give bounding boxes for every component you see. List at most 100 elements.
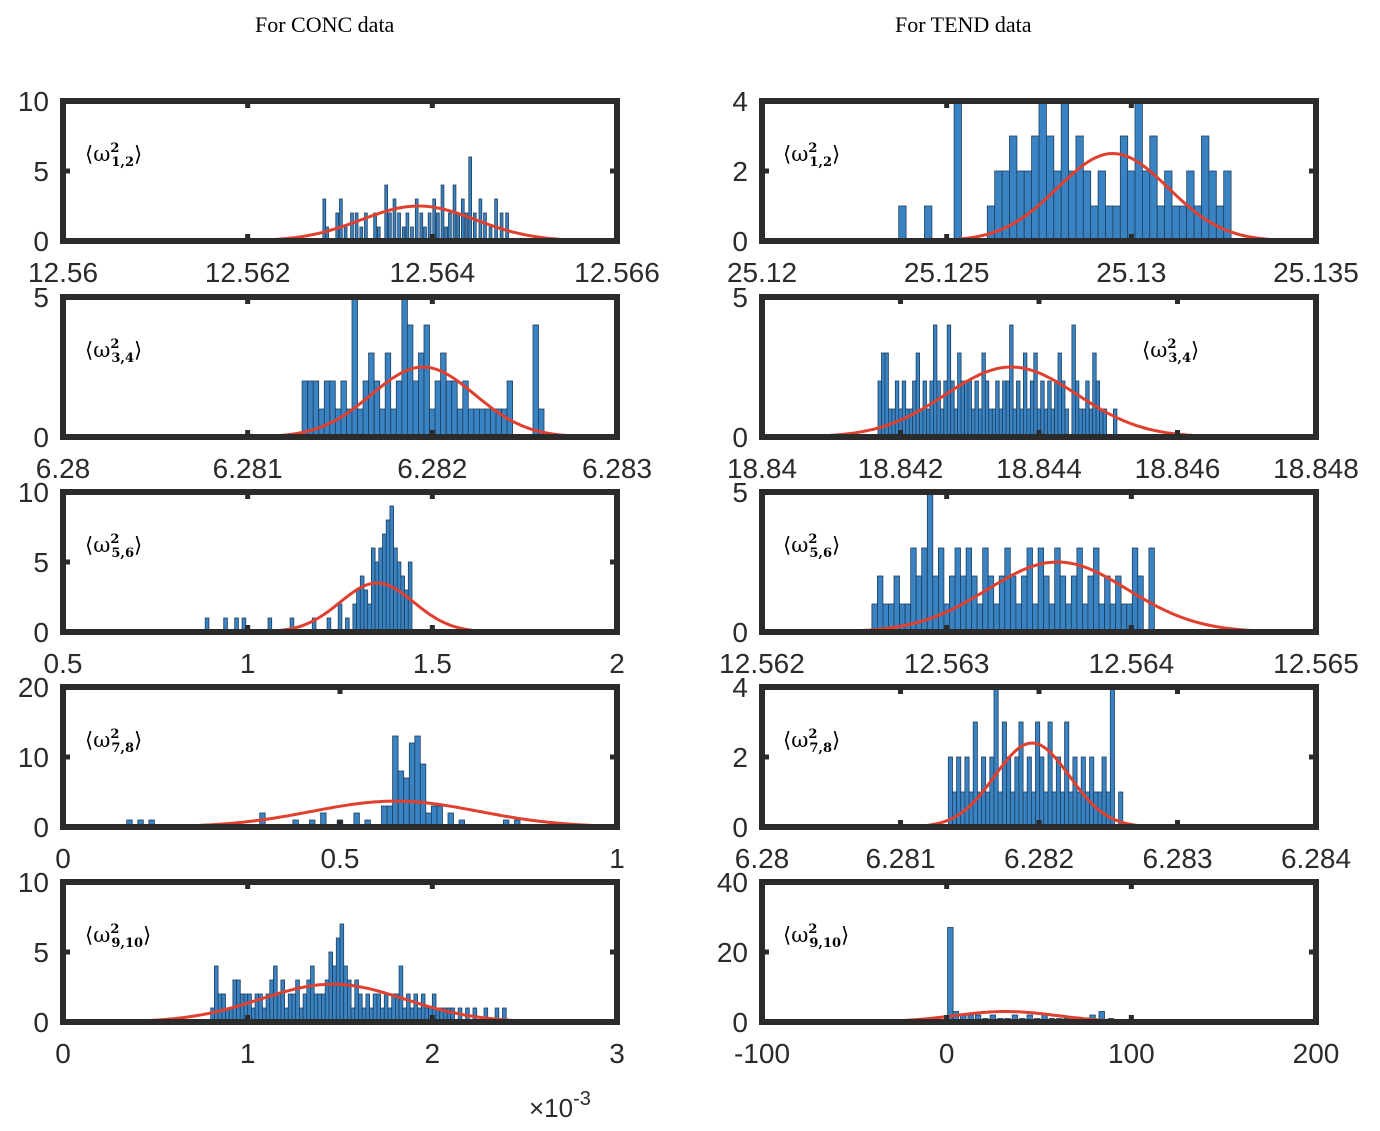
histogram-bar	[1005, 380, 1010, 438]
histogram-panel-1-2: 12.56 12.562 12.564 12.566 0 5 10 ⟨ω2 1,2⟩	[18, 86, 660, 288]
histogram-bar	[1026, 408, 1031, 438]
histogram-bar	[376, 993, 381, 1023]
x-tick-label: 12.565	[1273, 648, 1359, 679]
x-tick-label: 1	[240, 648, 256, 679]
x-tick-label: 1	[609, 843, 625, 874]
histogram-bar	[505, 212, 509, 242]
x-tick-label: 0	[939, 1038, 955, 1069]
histogram-bar	[280, 979, 285, 1023]
histogram-bar	[328, 951, 333, 1023]
histogram-bar	[351, 296, 358, 438]
panel-label: ⟨ω2 5,6⟩	[85, 532, 142, 561]
histogram-bar	[1075, 135, 1084, 242]
histogram-bar	[1119, 135, 1129, 242]
histogram-bar	[239, 993, 245, 1023]
x-tick-label: 6.28	[36, 453, 91, 484]
histogram-bar	[490, 408, 497, 438]
histogram-bar	[1131, 547, 1139, 633]
histogram-bar	[993, 686, 999, 828]
histogram-bar	[1137, 575, 1144, 633]
histogram-bar	[1089, 756, 1095, 828]
histogram-bar	[381, 805, 388, 828]
histogram-bar	[456, 408, 464, 438]
histogram-bar	[302, 993, 308, 1023]
x-tick-label: 12.564	[390, 257, 476, 288]
histogram-bar	[1127, 170, 1136, 242]
histogram-bar	[451, 380, 458, 438]
histogram-bar	[1021, 575, 1028, 633]
histogram-bar	[352, 603, 357, 633]
histogram-bar	[1037, 547, 1044, 633]
y-tick-label: 40	[717, 867, 748, 898]
histogram-bar	[933, 324, 938, 438]
histogram-bar	[1098, 603, 1105, 633]
histogram-bar	[340, 380, 347, 438]
histogram-bar	[1001, 721, 1007, 828]
x-tick-label: -100	[734, 1038, 790, 1069]
histogram-bar	[995, 380, 1000, 438]
histogram-bar	[339, 923, 345, 1023]
histogram-bar	[386, 805, 394, 828]
x-tick-label: 18.842	[858, 453, 944, 484]
histogram-bar	[287, 993, 293, 1023]
histogram-bar	[324, 979, 330, 1023]
histogram-bar	[947, 756, 953, 828]
y-tick-label: 10	[18, 86, 49, 117]
histogram-bar	[269, 979, 274, 1023]
histogram-bar	[978, 408, 983, 438]
histogram-bar	[395, 380, 403, 438]
histogram-bar	[1148, 547, 1155, 633]
panel-label: ⟨ω2 3,4⟩	[1142, 337, 1199, 366]
histogram-bar	[965, 547, 972, 633]
histogram-bar	[1040, 380, 1045, 438]
histogram-bar	[972, 721, 978, 828]
histogram-bar	[1032, 603, 1039, 633]
histogram-bar	[339, 198, 343, 242]
x-tick-label: 12.563	[904, 648, 990, 679]
histogram-bar	[436, 805, 443, 828]
histogram-bar	[1104, 575, 1111, 633]
histogram-bar	[919, 408, 924, 438]
histogram-panel-3-4: 6.28 6.281 6.282 6.283 0 5 ⟨ω2 3,4⟩	[33, 282, 652, 484]
histogram-bar	[295, 979, 300, 1023]
histogram-bar	[1105, 205, 1114, 242]
histogram-bar	[374, 561, 380, 633]
histogram-bar	[1009, 324, 1014, 438]
histogram-bar	[276, 993, 282, 1023]
histogram-bar	[405, 212, 410, 242]
histogram-bar	[971, 575, 978, 633]
histogram-bar	[291, 993, 297, 1023]
y-tick-label: 20	[18, 672, 49, 703]
histogram-bar	[926, 491, 934, 633]
histogram-bar	[440, 184, 445, 242]
histogram-bar	[984, 380, 990, 438]
x-tick-label: 6.281	[213, 453, 283, 484]
histogram-bar	[989, 756, 995, 828]
y-tick-label: 0	[732, 1007, 748, 1038]
axes-frame	[759, 879, 1319, 1025]
histogram-bar	[321, 993, 326, 1023]
histogram-bar	[478, 408, 486, 438]
histogram-bar	[1043, 408, 1049, 438]
histogram-bar	[936, 380, 941, 438]
histogram-bar	[1018, 721, 1024, 828]
histogram-bar	[1087, 575, 1094, 633]
histogram-bar	[406, 993, 411, 1023]
histogram-bar	[329, 380, 336, 438]
panel-label: ⟨ω2 9,10⟩	[85, 922, 151, 951]
histogram-bar	[985, 791, 991, 828]
histogram-bar	[1070, 575, 1078, 633]
x-tick-label: 12.56	[28, 257, 98, 288]
histogram-bar	[1031, 791, 1037, 828]
histogram-bar	[1082, 603, 1089, 633]
histogram-bar	[379, 408, 386, 438]
histogram-bar	[968, 791, 974, 828]
histogram-bar	[1215, 205, 1225, 242]
histogram-bar	[964, 380, 969, 438]
histogram-bar	[1012, 408, 1017, 438]
histogram-bar	[1026, 756, 1032, 828]
histogram-bar	[318, 408, 325, 438]
histogram-bar	[1059, 575, 1067, 633]
histogram-bar	[367, 603, 372, 633]
